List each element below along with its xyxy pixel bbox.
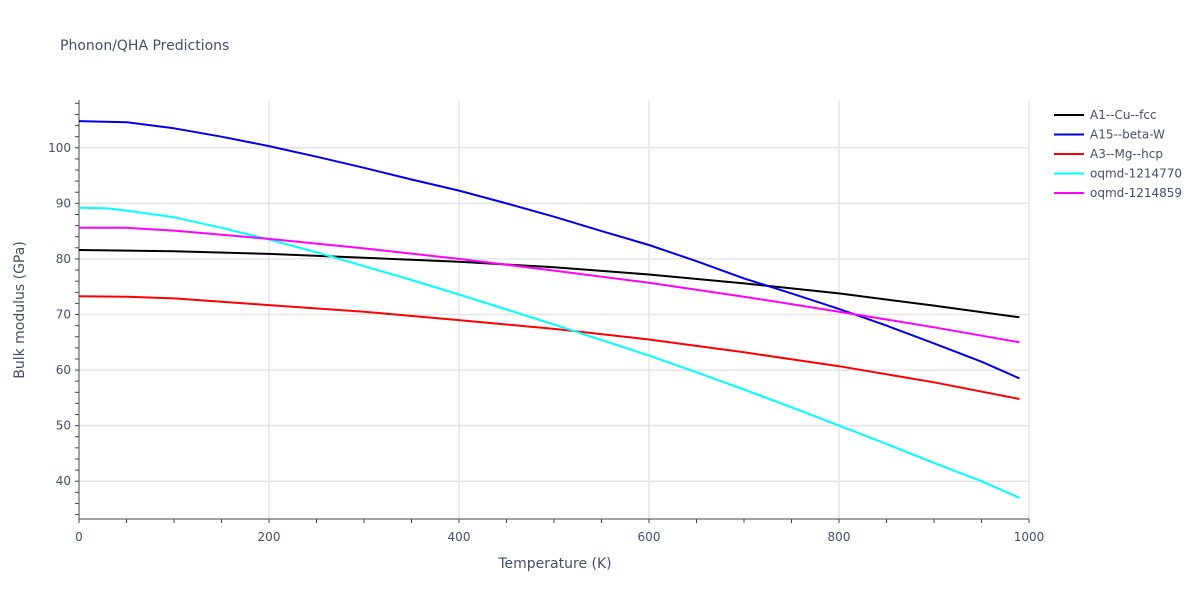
- legend-label: oqmd-1214770: [1090, 167, 1182, 181]
- y-tick-label: 50: [56, 419, 71, 433]
- axes: 0 200 400 600 800 1000 40 50 60 70 80 90 100: [48, 100, 1044, 544]
- series-line-oqmd-1214859: [79, 226, 1020, 344]
- series-line-oqmd-1214770: [78, 206, 1020, 499]
- legend-label: A15--beta-W: [1090, 128, 1165, 142]
- x-tick-label: 800: [828, 530, 851, 544]
- y-tick-label: 60: [56, 363, 71, 377]
- chart-title: Phonon/QHA Predictions: [60, 38, 229, 54]
- y-tick-label: 40: [56, 474, 71, 488]
- series-line-A1--Cu--fcc: [78, 249, 1020, 319]
- legend-item[interactable]: oqmd-1214770: [1054, 167, 1182, 181]
- legend-label: oqmd-1214859: [1090, 186, 1182, 200]
- legend-item[interactable]: A15--beta-W: [1054, 128, 1165, 142]
- legend-label: A3--Mg--hcp: [1090, 147, 1163, 161]
- x-tick-label: 0: [75, 530, 83, 544]
- legend-item[interactable]: oqmd-1214859: [1054, 186, 1182, 200]
- legend[interactable]: A1--Cu--fcc A15--beta-W A3--Mg--hcp oqmd-12…: [1054, 108, 1182, 200]
- x-tick-label: 400: [448, 530, 471, 544]
- y-axis-label: Bulk modulus (GPa): [12, 241, 28, 379]
- y-tick-label: 100: [48, 141, 71, 155]
- x-tick-label: 600: [638, 530, 661, 544]
- y-tick-label: 90: [56, 196, 71, 210]
- legend-item[interactable]: A1--Cu--fcc: [1054, 108, 1157, 122]
- y-tick-label: 80: [56, 252, 71, 266]
- y-tick-label: 70: [56, 308, 71, 322]
- series-line-A3--Mg--hcp: [78, 295, 1020, 400]
- gridlines: [79, 100, 1030, 519]
- x-tick-label: 200: [258, 530, 281, 544]
- series-line-A15--beta-W: [78, 120, 1020, 380]
- legend-label: A1--Cu--fcc: [1090, 108, 1157, 122]
- series-lines: [78, 120, 1020, 499]
- x-axis-label: Temperature (K): [497, 556, 611, 572]
- legend-item[interactable]: A3--Mg--hcp: [1054, 147, 1163, 161]
- x-tick-label: 1000: [1014, 530, 1045, 544]
